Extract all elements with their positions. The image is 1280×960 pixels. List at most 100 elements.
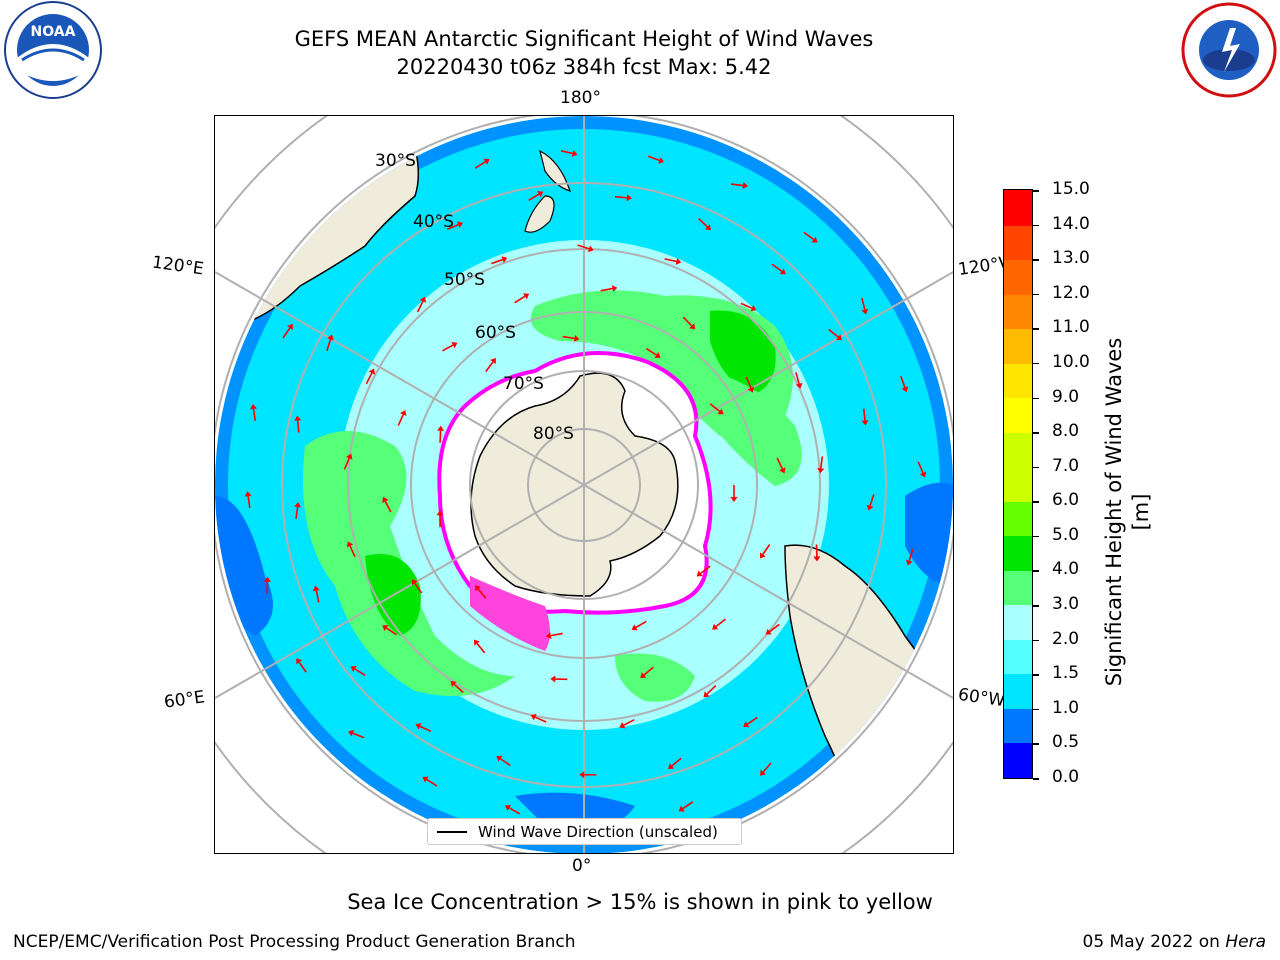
colorbar-step — [1004, 294, 1032, 330]
colorbar-tick-mark — [1033, 466, 1039, 469]
wind-wave-arrow — [296, 658, 307, 673]
colorbar-tick-label: 0.0 — [1052, 767, 1080, 787]
wind-wave-arrow — [817, 456, 825, 474]
wind-wave-arrow — [795, 372, 803, 389]
chart-subtitle: 20220430 t06z 384h fcst Max: 5.42 — [396, 55, 772, 79]
wind-wave-arrow — [645, 347, 661, 358]
noaa-logo: NOAA — [4, 1, 102, 99]
wind-wave-arrow — [730, 485, 738, 502]
wind-wave-arrow — [442, 342, 458, 352]
lon-label-180: 180° — [560, 88, 601, 108]
wind-wave-arrow — [614, 194, 632, 202]
colorbar-tick-label: 4.0 — [1052, 559, 1080, 580]
wind-wave-arrow — [861, 297, 869, 315]
colorbar-tick-mark — [1033, 224, 1039, 227]
colorbar-step — [1004, 570, 1032, 606]
wind-wave-arrow — [740, 302, 757, 312]
wind-wave-arrow — [475, 585, 487, 599]
low-wave-east — [905, 482, 953, 586]
wind-wave-arrow — [491, 256, 508, 265]
lat-label-30s: 30°S — [375, 151, 416, 171]
wind-wave-arrow — [765, 623, 780, 635]
footer-date: 05 May 2022 on Hera — [1083, 932, 1267, 952]
colorbar-tick-label: 15.0 — [1052, 179, 1090, 199]
lat-label-80s: 80°S — [533, 424, 574, 444]
new-zealand-north — [539, 149, 571, 192]
colorbar-tick-mark — [1033, 432, 1039, 434]
meridian-60w — [583, 484, 953, 700]
wind-wave-arrow — [703, 685, 717, 698]
colorbar-step — [1004, 432, 1032, 468]
wind-wave-arrow — [696, 565, 711, 577]
wind-wave-arrow — [382, 496, 392, 513]
wind-wave-arrow — [712, 618, 726, 630]
colorbar-tick-mark — [1033, 328, 1039, 330]
colorbar-tick-label: 12.0 — [1052, 282, 1090, 303]
colorbar-step — [1004, 224, 1032, 261]
wind-wave-arrow — [647, 155, 665, 164]
sea-ice-weddell — [470, 576, 550, 651]
lon-label-60w: 60°W — [956, 684, 1007, 712]
map-legend: Wind Wave Direction (unscaled) — [427, 818, 742, 845]
wind-wave-arrow — [346, 541, 356, 558]
colorbar-step — [1004, 708, 1032, 744]
colorbar-tick-mark — [1033, 674, 1039, 676]
wind-wave-arrow — [474, 158, 490, 169]
wind-wave-arrow — [550, 675, 568, 683]
wind-wave-arrow — [560, 149, 578, 157]
lon-label-60e: 60°E — [162, 687, 207, 713]
wind-wave-arrow — [411, 579, 423, 594]
meridian-120w — [583, 270, 953, 486]
colorbar-step — [1004, 535, 1032, 571]
wind-wave-arrow — [640, 666, 654, 679]
chart-title: GEFS MEAN Antarctic Significant Height o… — [294, 27, 874, 51]
wind-wave-arrow — [350, 666, 366, 676]
wind-wave-arrow — [866, 494, 875, 511]
wind-wave-arrow — [496, 755, 511, 767]
wind-wave-arrow — [760, 762, 772, 776]
colorbar-tick-mark — [1033, 708, 1039, 711]
wind-wave-arrow — [514, 293, 530, 304]
wave-patch-north-core — [710, 310, 776, 396]
colorbar-step — [1004, 604, 1032, 640]
wind-wave-arrow — [437, 425, 445, 443]
colorbar-tick-label: 8.0 — [1052, 421, 1080, 442]
nws-logo — [1181, 2, 1277, 98]
wind-wave-arrow — [446, 221, 463, 231]
colorbar-tick-mark — [1033, 605, 1039, 607]
colorbar-tick-mark — [1033, 570, 1039, 572]
wind-wave-arrow — [631, 620, 647, 631]
colorbar-tick-label: 10.0 — [1052, 351, 1090, 372]
colorbar-step — [1004, 673, 1032, 709]
wind-wave-arrow — [709, 403, 724, 415]
meridian-grid — [215, 116, 953, 853]
lon-label-120e: 120°E — [150, 252, 205, 280]
new-zealand-south — [524, 195, 555, 233]
colorbar-step — [1004, 328, 1032, 364]
colorbar-tick-mark — [1033, 397, 1039, 400]
colorbar-tick-mark — [1033, 778, 1039, 780]
wind-wave-arrow — [678, 801, 694, 812]
wind-wave-arrow — [382, 625, 397, 636]
footer-host: Hera — [1225, 932, 1266, 952]
colorbar-tick-label: 5.0 — [1052, 524, 1080, 545]
wind-wave-arrow — [917, 461, 927, 478]
wind-wave-arrow — [771, 263, 786, 275]
wind-wave-arrow — [282, 323, 293, 339]
colorbar-tick-label: 6.0 — [1052, 490, 1080, 511]
colorbar-title: Significant Height of Wind Waves [m] — [1102, 337, 1153, 687]
wind-wave-arrow — [348, 730, 365, 739]
colorbar-tick-label: 7.0 — [1052, 455, 1080, 476]
wind-wave-arrow — [579, 771, 597, 779]
wind-wave-arrow — [397, 410, 407, 426]
map-panel — [214, 115, 954, 854]
colorbar-step — [1004, 639, 1032, 675]
wind-wave-arrow — [485, 358, 496, 373]
wind-wave-arrow — [436, 510, 444, 528]
wind-wave-arrow — [776, 457, 786, 474]
wind-wave-arrow — [905, 548, 914, 566]
sea-ice-footnote: Sea Ice Concentration > 15% is shown in … — [347, 890, 933, 914]
colorbar-tick-label: 13.0 — [1052, 248, 1090, 269]
antarctica — [470, 372, 679, 597]
colorbar-step — [1004, 397, 1032, 433]
